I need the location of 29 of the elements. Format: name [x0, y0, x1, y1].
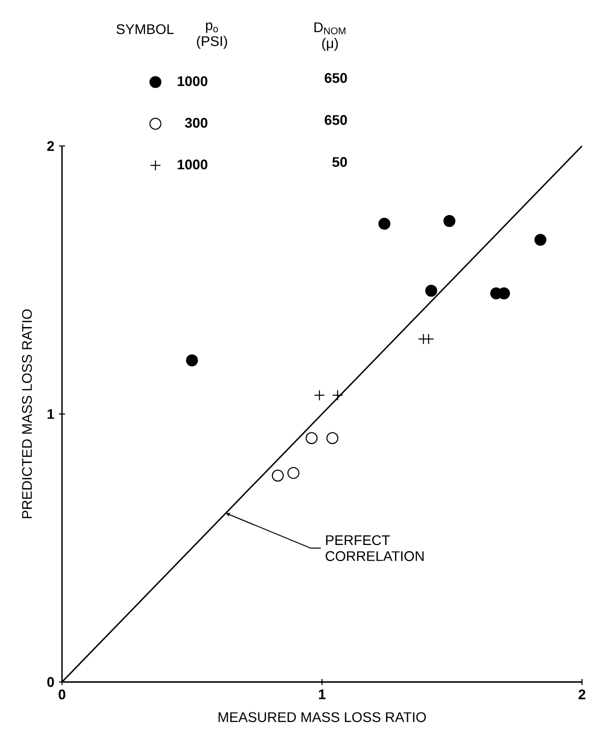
- text: 650: [324, 73, 347, 83]
- text: p$_{o}$ (PSI): [196, 22, 228, 49]
- x-tick-label: 2: [578, 689, 586, 700]
- point: [186, 354, 198, 366]
- point: [443, 215, 456, 228]
- y-tick-label: 1: [48, 409, 54, 419]
- y-tick-label: 0: [47, 677, 54, 687]
- point: [332, 390, 344, 401]
- point: [326, 432, 338, 444]
- point: [378, 218, 390, 230]
- text: 650: [324, 115, 347, 125]
- legend-label: 1000: [178, 160, 208, 170]
- legend-label: 1000: [178, 76, 208, 86]
- y-axis-title: PREDICTED MASS LOSS RATIO: [22, 309, 32, 518]
- x-tick-label: 1: [319, 690, 326, 700]
- legend-label: 300: [184, 118, 208, 128]
- legend-title: SYMBOL: [116, 24, 174, 34]
- point: [306, 432, 318, 444]
- y-tick-label: 2: [47, 141, 54, 151]
- point: [314, 390, 325, 401]
- point: [425, 284, 438, 297]
- point: [534, 234, 546, 246]
- point: [287, 466, 300, 479]
- annotation: PERFECT CORRELATION: [326, 535, 424, 562]
- x-tick-label: 0: [58, 689, 66, 700]
- annotation: 50: [332, 157, 347, 167]
- x-axis-title: MEASURED MASS LOSS RATIO: [218, 712, 426, 722]
- point: [272, 470, 284, 482]
- text: D$_{NOM}$ (μ): [314, 22, 346, 51]
